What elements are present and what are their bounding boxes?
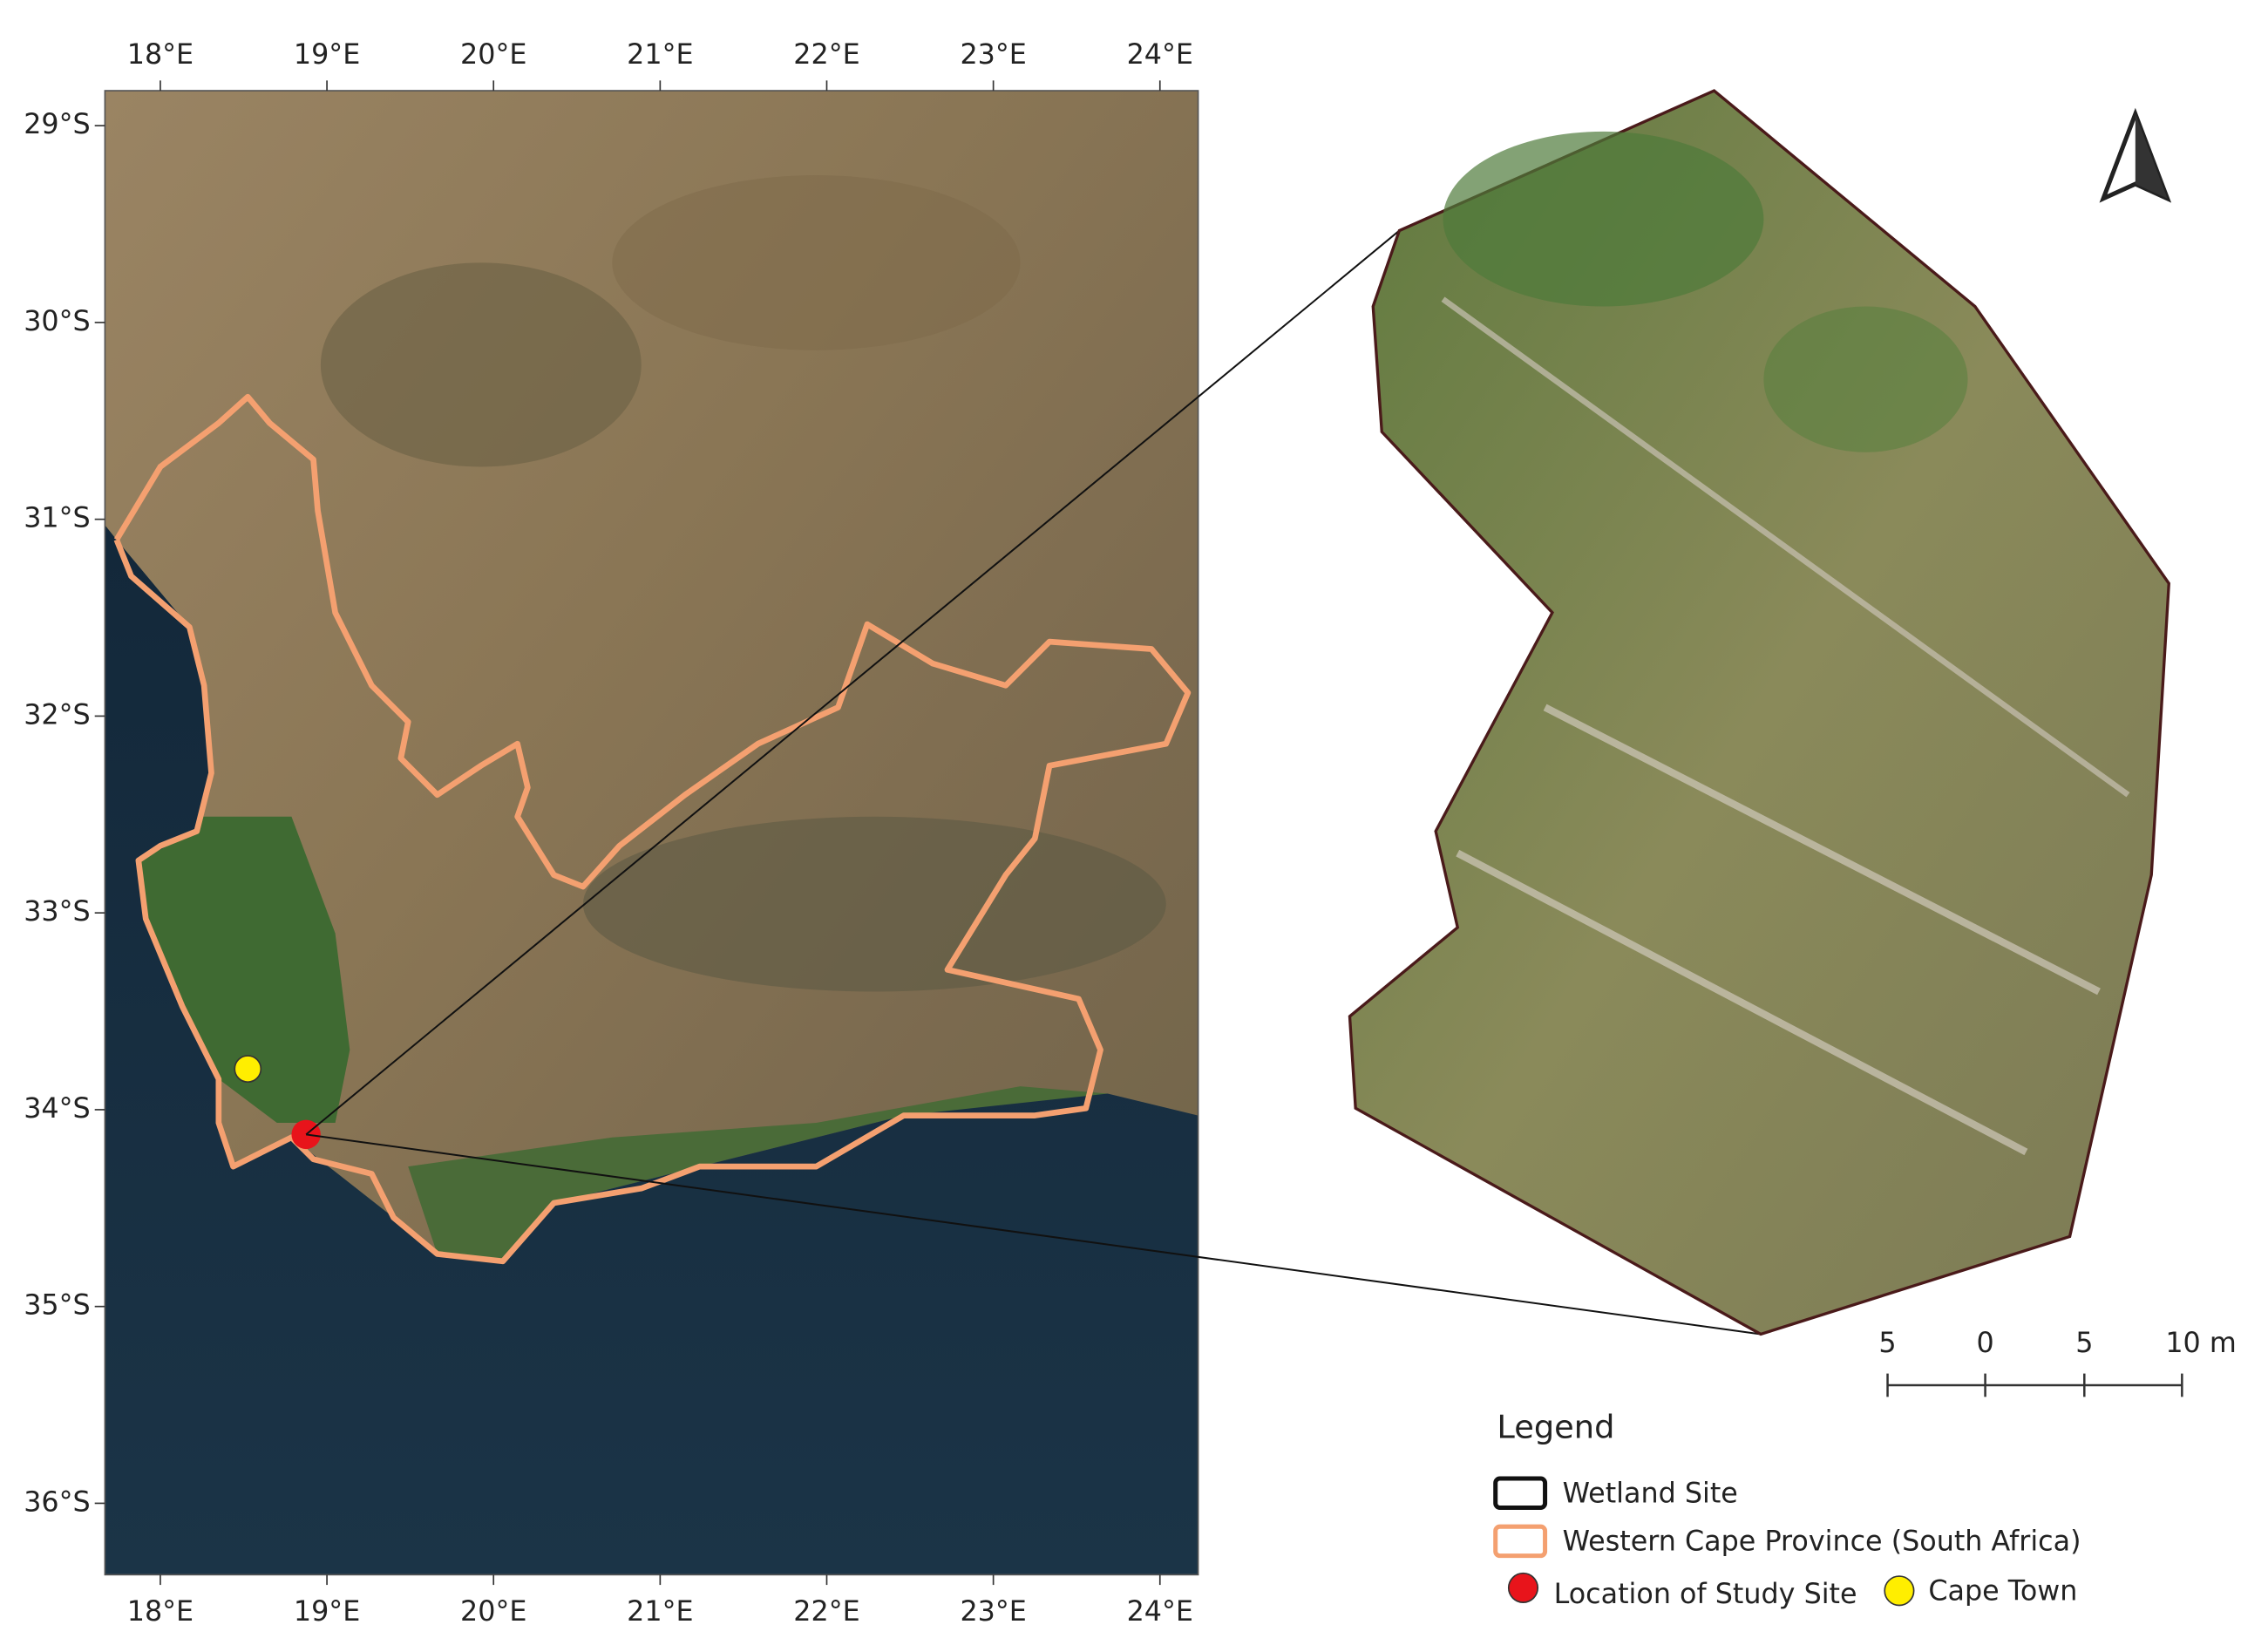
lon-label: 18°E [127,39,194,71]
lon-label: 21°E [627,39,693,71]
main-map [104,90,1199,1576]
lon-label: 19°E [294,39,360,71]
lat-label: 33°S [24,896,90,928]
scale-bar: 5 0 5 10 m [1878,1328,2237,1397]
legend: Legend Wetland Site Western Cape Provinc… [1493,1409,2081,1610]
legend-label: Cape Town [1928,1575,2077,1607]
legend-label: Location of Study Site [1554,1579,1857,1610]
legend-label: Western Cape Province (South Africa) [1563,1526,2081,1558]
lat-label: 32°S [24,699,90,731]
lat-label: 35°S [24,1290,90,1322]
lon-label: 23°E [960,1596,1026,1628]
lon-label: 20°E [460,39,526,71]
lat-label: 34°S [24,1093,90,1125]
lon-label: 20°E [460,1596,526,1628]
terrain [320,262,642,467]
lat-label: 36°S [24,1486,90,1518]
scale-label: 5 [2075,1328,2093,1359]
wetland-site [1348,89,2170,1336]
vegetation [1443,131,1764,307]
map-frame [104,90,1199,1576]
lon-label: 21°E [627,1596,693,1628]
lon-label: 19°E [294,1596,360,1628]
lon-label: 23°E [960,39,1026,71]
legend-swatch [1884,1575,1915,1607]
legend-label: Wetland Site [1563,1478,1738,1509]
inset-map [1348,89,2170,1336]
legend-swatch [1493,1524,1548,1559]
zoom-line [305,229,1400,1136]
lat-label: 29°S [24,109,90,140]
track [1456,849,2028,1156]
lon-label: 18°E [127,1596,194,1628]
lon-label: 24°E [1127,1596,1193,1628]
lat-label: 31°S [24,503,90,534]
lat-label: 30°S [24,306,90,337]
vegetation [138,816,350,1123]
lon-label: 22°E [793,1596,859,1628]
legend-title: Legend [1497,1409,1614,1446]
ocean [105,525,1199,1575]
zoom-line [306,1133,1762,1336]
cape-town-marker [234,1055,262,1083]
lon-label: 24°E [1127,39,1193,71]
north-arrow [2099,107,2172,203]
scale-label: 0 [1976,1328,1993,1359]
terrain [612,175,1021,350]
graticule-labels: 18°E 18°E 19°E 19°E 20°E 20°E 21°E 21°E 22°E 22°E… [24,39,1193,1628]
legend-swatch [1507,1572,1539,1603]
track [1441,296,2130,798]
terrain [582,816,1166,992]
scale-label: 5 [1878,1328,1896,1359]
legend-swatch [1493,1476,1548,1510]
lon-label: 22°E [793,39,859,71]
scale-label: 10 m [2165,1328,2236,1359]
vegetation [1763,306,1968,452]
province-boundary [113,393,1192,1265]
track [1543,704,2101,996]
